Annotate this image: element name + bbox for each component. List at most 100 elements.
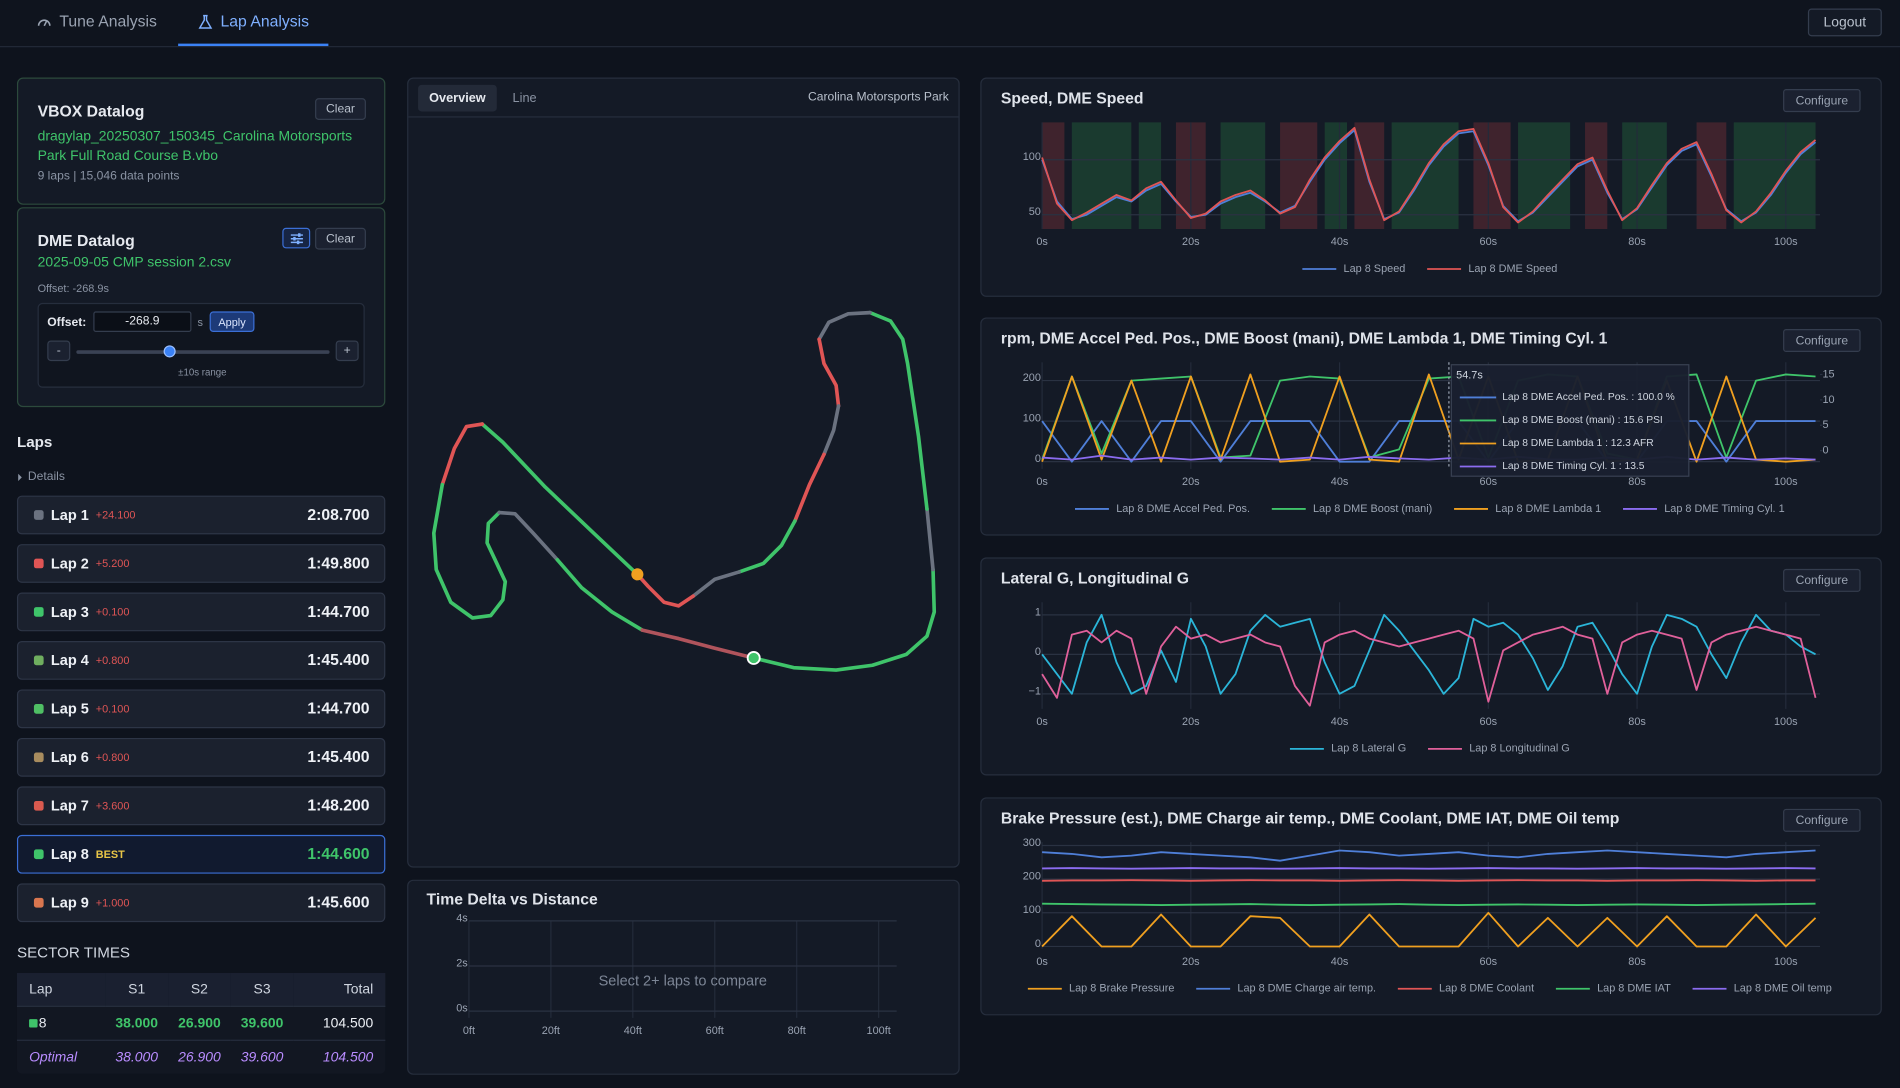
slider-track[interactable] xyxy=(76,350,330,354)
lap-time: 1:44.700 xyxy=(307,602,370,621)
settings-button[interactable] xyxy=(282,227,311,249)
track-segment xyxy=(751,567,937,672)
x-tick-label: 60s xyxy=(1480,476,1498,488)
track-segment xyxy=(817,337,841,408)
lap-name: Lap 2 xyxy=(50,554,89,572)
x-tick-label: 80ft xyxy=(788,1025,806,1037)
file-name: dragylap_20250307_150345_Carolina Motors… xyxy=(37,129,353,164)
offset-info: Offset: -268.9s xyxy=(37,282,109,295)
details-toggle[interactable]: Details xyxy=(17,470,65,483)
series-line xyxy=(1042,879,1816,882)
map-tab[interactable]: Overview xyxy=(418,84,497,112)
lap-row[interactable]: Lap 2 +5.200 1:49.800 xyxy=(16,544,386,583)
tooltip-time: 54.7s xyxy=(1456,370,1483,382)
shade-band xyxy=(1733,122,1816,230)
y2-tick-label: 15 xyxy=(1822,368,1834,380)
lap-delta: +3.600 xyxy=(95,799,130,812)
configure-button[interactable] xyxy=(1783,89,1861,113)
x-tick-label: 20ft xyxy=(542,1025,560,1037)
card-title: VBOX Datalog xyxy=(37,101,145,120)
lap-row[interactable]: Lap 1 +24.100 2:08.700 xyxy=(16,495,386,535)
configure-button[interactable] xyxy=(1783,808,1861,832)
nav-tab[interactable]: Lap Analysis xyxy=(178,0,329,47)
lap-row[interactable]: Lap 6 +0.800 1:45.400 xyxy=(16,737,386,777)
x-tick-label: 40s xyxy=(1331,236,1349,248)
increment-button[interactable]: + xyxy=(335,340,359,362)
shade-band xyxy=(1518,122,1571,230)
file-info: 9 laps | 15,046 data points xyxy=(37,169,180,183)
lap-row[interactable]: Lap 4 +0.800 1:45.400 xyxy=(16,641,386,680)
legend-label: Lap 8 DME Timing Cyl. 1 xyxy=(1664,503,1784,515)
lap-row[interactable]: Lap 9 +1.000 1:45.600 xyxy=(16,883,386,923)
clear-button[interactable]: Clear xyxy=(315,227,366,250)
y-tick-label: 50 xyxy=(1029,206,1041,218)
track-segment xyxy=(480,422,640,577)
map-tab[interactable]: Line xyxy=(512,90,537,106)
sector-value: 104.500 xyxy=(322,1049,374,1065)
configure-button[interactable] xyxy=(1783,568,1861,592)
tooltip-item: Lap 8 DME Timing Cyl. 1 : 13.5 xyxy=(1502,461,1645,472)
x-tick-label: 80s xyxy=(1628,716,1646,728)
x-tick-label: 40s xyxy=(1331,956,1349,968)
configure-label[interactable]: Configure xyxy=(1796,93,1849,107)
decrement-button[interactable]: - xyxy=(47,340,71,362)
x-tick-label: 40s xyxy=(1331,716,1349,728)
track-map xyxy=(431,310,937,672)
shade-band xyxy=(1391,122,1459,230)
lap-time: 1:44.600 xyxy=(307,844,370,863)
configure-button[interactable] xyxy=(1783,328,1861,353)
legend-label: Lap 8 DME Lambda 1 xyxy=(1495,503,1601,515)
tooltip-item: Lap 8 DME Accel Ped. Pos. : 100.0 % xyxy=(1502,392,1675,403)
logout-button[interactable]: Logout xyxy=(1807,8,1882,37)
legend-label: Lap 8 DME Charge air temp. xyxy=(1237,983,1376,995)
chart-title: Speed, DME Speed xyxy=(1001,91,1144,108)
x-tick-label: 100s xyxy=(1774,716,1798,728)
lap-swatch xyxy=(33,704,44,714)
tab-label: Tune Analysis xyxy=(59,12,157,31)
track-segment xyxy=(817,310,872,342)
lap-row[interactable]: Lap 3 +0.100 1:44.700 xyxy=(16,592,386,632)
offset-input[interactable]: -268.9 xyxy=(93,311,192,333)
configure-label[interactable]: Configure xyxy=(1796,333,1849,347)
tooltip-item: Lap 8 DME Lambda 1 : 12.3 AFR xyxy=(1502,438,1653,449)
sectors-title: SECTOR TIMES xyxy=(16,943,131,961)
clear-button[interactable]: Clear xyxy=(315,98,366,120)
legend-label: Lap 8 DME IAT xyxy=(1597,983,1671,995)
y2-tick-label: 10 xyxy=(1822,394,1834,406)
sector-row: 8 38.000 26.900 39.600 104.500 xyxy=(16,1006,386,1040)
lap-delta: BEST xyxy=(95,848,125,861)
top-nav: Tune Analysis Lap Analysis Logout xyxy=(0,0,1900,48)
x-tick-label: 40ft xyxy=(624,1025,642,1037)
chart-title: Time Delta vs Distance xyxy=(427,891,599,908)
shade-band xyxy=(1138,122,1162,230)
track-segment xyxy=(635,572,695,608)
x-tick-label: 0s xyxy=(1036,716,1048,728)
start-marker xyxy=(746,651,761,665)
lap-row[interactable]: Lap 5 +0.100 1:44.700 xyxy=(16,689,386,729)
sector-value: 39.600 xyxy=(240,1016,284,1031)
configure-label[interactable]: Configure xyxy=(1796,573,1849,587)
lap-name: Lap 5 xyxy=(50,700,89,718)
lap-row[interactable]: Lap 8 BEST 1:44.600 xyxy=(16,834,386,874)
caret-icon xyxy=(18,473,22,481)
apply-button[interactable]: Apply xyxy=(209,311,255,333)
series-line xyxy=(1042,849,1816,862)
legend-label: Lap 8 DME Oil temp xyxy=(1734,983,1832,995)
chart-title: Lateral G, Longitudinal G xyxy=(1001,570,1189,587)
lap-label: Optimal xyxy=(29,1049,78,1065)
header-row: Lap S1 S2 S3 Total xyxy=(16,973,386,1007)
x-tick-label: 100s xyxy=(1774,236,1798,248)
lap-swatch xyxy=(33,752,44,763)
y2-tick-label: 0 xyxy=(1822,445,1828,457)
lap-row[interactable]: Lap 7 +3.600 1:48.200 xyxy=(16,786,386,826)
series-line xyxy=(1041,625,1817,707)
configure-label[interactable]: Configure xyxy=(1796,813,1849,827)
slider-knob[interactable] xyxy=(163,345,176,358)
offset-unit: s xyxy=(197,316,203,329)
tooltip-item: Lap 8 DME Boost (mani) : 15.6 PSI xyxy=(1502,415,1663,426)
sector-lap: 8 xyxy=(17,1006,105,1040)
x-tick-label: 100s xyxy=(1774,476,1798,488)
x-tick-label: 20s xyxy=(1182,476,1200,488)
nav-tab[interactable]: Tune Analysis xyxy=(36,0,157,44)
